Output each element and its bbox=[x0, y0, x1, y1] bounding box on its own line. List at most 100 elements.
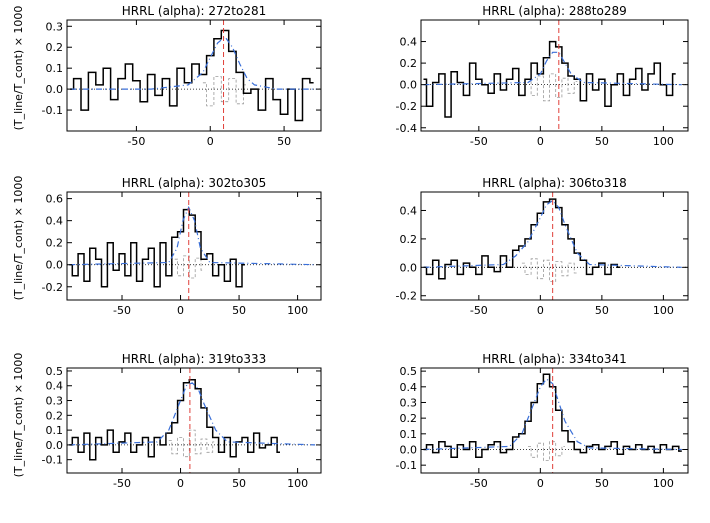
fit-series-line bbox=[69, 382, 316, 446]
chart-title: HRRL (alpha): 302to305 bbox=[122, 176, 267, 190]
spectrum-series-line bbox=[70, 29, 314, 122]
x-tick-label: -50 bbox=[470, 304, 488, 317]
y-tick-label: 0.0 bbox=[46, 439, 64, 452]
chart-title: HRRL (alpha): 306to318 bbox=[482, 176, 627, 190]
chart-panel: HRRL (alpha): 288to289 -50 0 50 100 -0.4 -0.2 0… bbox=[396, 4, 689, 148]
chart-panel: HRRL (alpha): 302to305 -50 0 50 100 -0.2 0.0 0.… bbox=[42, 176, 322, 317]
spectrum-series-line bbox=[69, 208, 245, 288]
x-tick-label: 50 bbox=[595, 304, 609, 317]
y-tick-label: 0.4 bbox=[400, 204, 418, 217]
chart-panel: HRRL (alpha): 272to281 -50 0 50 -0.1 0.0 0.1 0.… bbox=[42, 4, 322, 148]
y-tick-label: 0.0 bbox=[46, 259, 64, 272]
residual-series-line bbox=[528, 441, 565, 461]
y-tick-label: 0.4 bbox=[46, 380, 64, 393]
residual-series-line bbox=[521, 258, 578, 282]
x-tick-label: 0 bbox=[177, 477, 184, 490]
y-tick-label: 0.0 bbox=[400, 443, 418, 456]
y-tick-label: -0.2 bbox=[42, 281, 63, 294]
spectrum-series-line bbox=[423, 198, 621, 280]
chart-panel: HRRL (alpha): 306to318 -50 0 50 100 -0.2 0.0 0.… bbox=[396, 176, 689, 317]
x-tick-label: -50 bbox=[127, 135, 145, 148]
y-axis-label-row3: (T_line/T_cont) × 1000 bbox=[12, 353, 25, 478]
chart-title: HRRL (alpha): 319to333 bbox=[122, 352, 267, 366]
chart-title: HRRL (alpha): 288to289 bbox=[482, 4, 627, 18]
y-tick-label: 0.2 bbox=[400, 233, 418, 246]
spectrum-series-line bbox=[69, 379, 280, 461]
x-tick-label: 50 bbox=[277, 135, 291, 148]
y-tick-label: 0.0 bbox=[400, 79, 418, 92]
plot-frame bbox=[66, 367, 322, 474]
x-tick-label: 50 bbox=[595, 477, 609, 490]
y-axis-label-row2: (T_line/T_cont) × 1000 bbox=[12, 176, 25, 301]
y-tick-label: 0.2 bbox=[400, 57, 418, 70]
x-tick-label: 100 bbox=[653, 477, 674, 490]
plot-frame bbox=[66, 19, 322, 132]
x-tick-label: 50 bbox=[232, 304, 246, 317]
y-tick-label: -0.4 bbox=[396, 122, 417, 135]
chart-panel: HRRL (alpha): 319to333 -50 0 50 100 -0.1 0.0 0.… bbox=[42, 352, 322, 490]
y-tick-label: -0.2 bbox=[396, 290, 417, 303]
y-tick-label: 0.3 bbox=[400, 396, 418, 409]
y-tick-label: 0.6 bbox=[46, 193, 64, 206]
y-tick-label: 0.4 bbox=[46, 215, 64, 228]
y-tick-label: 0.0 bbox=[46, 83, 64, 96]
y-tick-label: 0.4 bbox=[400, 36, 418, 49]
y-tick-label: 0.5 bbox=[400, 365, 418, 378]
fit-series-line bbox=[423, 51, 682, 86]
plot-area bbox=[421, 20, 688, 131]
y-tick-label: 0.2 bbox=[400, 412, 418, 425]
x-tick-label: 0 bbox=[537, 477, 544, 490]
residual-series-line bbox=[528, 73, 578, 102]
x-tick-label: 100 bbox=[287, 477, 308, 490]
y-tick-label: -0.1 bbox=[396, 459, 417, 472]
plot-area bbox=[421, 192, 688, 300]
y-tick-label: 0.0 bbox=[400, 261, 418, 274]
plot-frame bbox=[420, 367, 689, 474]
x-tick-label: 0 bbox=[207, 135, 214, 148]
y-tick-label: -0.1 bbox=[42, 104, 63, 117]
y-tick-label: 0.2 bbox=[46, 409, 64, 422]
y-axis-label-row1: (T_line/T_cont) × 1000 bbox=[12, 6, 25, 131]
plot-frame bbox=[420, 191, 689, 301]
residual-series-line bbox=[174, 255, 204, 279]
chart-title: HRRL (alpha): 272to281 bbox=[122, 4, 267, 18]
plot-area bbox=[67, 192, 321, 300]
x-tick-label: -50 bbox=[113, 477, 131, 490]
chart-panel: HRRL (alpha): 334to341 -50 0 50 100 -0.1 0.0 0.… bbox=[396, 352, 689, 490]
plot-frame bbox=[420, 19, 689, 132]
y-tick-label: 0.1 bbox=[46, 424, 64, 437]
x-tick-label: 0 bbox=[537, 304, 544, 317]
chart-title: HRRL (alpha): 334to341 bbox=[482, 352, 627, 366]
x-tick-label: 50 bbox=[595, 135, 609, 148]
y-tick-label: 0.3 bbox=[46, 20, 64, 33]
spectrum-series-line bbox=[423, 40, 676, 118]
plot-area bbox=[67, 20, 321, 131]
y-tick-label: -0.2 bbox=[396, 100, 417, 113]
plot-area bbox=[421, 368, 688, 473]
residual-series-line bbox=[168, 429, 216, 458]
x-tick-label: 0 bbox=[177, 304, 184, 317]
y-tick-label: 0.1 bbox=[46, 62, 64, 75]
x-tick-label: 100 bbox=[287, 304, 308, 317]
x-tick-label: -50 bbox=[470, 135, 488, 148]
y-tick-label: 0.2 bbox=[46, 41, 64, 54]
fit-series-line bbox=[423, 199, 682, 268]
fit-series-line bbox=[423, 378, 682, 451]
residual-series-line bbox=[202, 76, 248, 107]
plot-area bbox=[67, 368, 321, 473]
y-tick-label: 0.5 bbox=[46, 365, 64, 378]
plot-frame bbox=[66, 191, 322, 301]
y-tick-label: 0.1 bbox=[400, 428, 418, 441]
y-tick-label: -0.1 bbox=[42, 454, 63, 467]
y-tick-label: 0.3 bbox=[46, 395, 64, 408]
fit-series-line bbox=[69, 205, 316, 266]
y-tick-label: 0.2 bbox=[46, 237, 64, 250]
x-tick-label: 0 bbox=[537, 135, 544, 148]
x-tick-label: 50 bbox=[232, 477, 246, 490]
x-tick-label: -50 bbox=[113, 304, 131, 317]
y-tick-label: 0.4 bbox=[400, 381, 418, 394]
fit-series-line bbox=[70, 35, 317, 90]
x-tick-label: -50 bbox=[470, 477, 488, 490]
x-tick-label: 100 bbox=[653, 135, 674, 148]
